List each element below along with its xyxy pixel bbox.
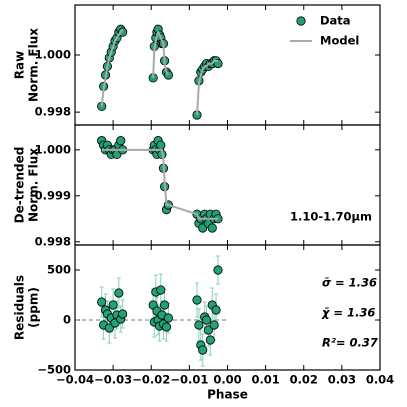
data-point [161,322,172,332]
x-tick-label: −0.01 [170,373,208,387]
data-point [114,288,124,298]
y-tick-label: −500 [37,363,71,377]
data-point [201,315,212,325]
legend-marker [296,16,306,26]
y-tick-label: 0.998 [35,234,71,248]
x-tick-label: 0.00 [213,373,241,387]
data-point [163,313,174,323]
y-axis-label: (ppm) [27,287,41,328]
model-line [101,148,218,220]
y-axis-label: Norm. Flux [27,148,41,222]
data-point [213,265,223,275]
data-point [97,297,107,307]
data-point [192,295,202,305]
data-point [156,140,166,150]
y-axis-label: Norm. Flux [27,28,41,102]
x-tick-label: −0.04 [56,373,94,387]
legend-label: Model [320,34,359,48]
data-point [116,136,126,146]
x-tick-label: 0.03 [328,373,356,387]
y-tick-label: 0.999 [35,188,71,202]
y-tick-label: 0 [63,313,71,327]
data-point [104,323,114,333]
x-tick-label: 0.02 [290,373,318,387]
data-point [118,309,128,319]
data-point [203,325,214,335]
data-point [118,27,128,37]
data-point [205,335,215,345]
annotation: σ̄ = 1.36 [322,276,377,290]
x-tick-label: −0.02 [132,373,170,387]
data-point [198,345,208,355]
x-tick-label: 0.01 [251,373,279,387]
y-tick-label: 0.998 [35,105,71,119]
frame [74,244,381,371]
x-tick-label: −0.03 [94,373,132,387]
data-point [211,305,221,315]
data-point [194,320,204,330]
annotation: χ̄ = 1.36 [321,306,375,320]
y-axis-label: Residuals [13,275,27,340]
data-point [159,300,170,310]
x-tick-label: 0.04 [366,373,394,387]
model-line [152,29,170,78]
model-line [100,28,124,107]
data-point [207,223,217,233]
model-line [196,59,218,116]
y-tick-label: 1.000 [35,142,71,156]
annotation: 1.10-1.70µm [290,210,372,224]
data-point [209,320,219,330]
x-axis-label: Phase [207,388,248,402]
legend-label: Data [320,14,351,28]
y-axis-label: Raw [13,51,27,79]
annotation: R²= 0.37 [322,336,378,350]
data-point [156,285,166,295]
y-tick-label: 500 [47,263,71,277]
y-axis-label: De-trended [13,147,27,224]
data-point [108,300,118,310]
y-tick-label: 1.000 [35,48,71,62]
